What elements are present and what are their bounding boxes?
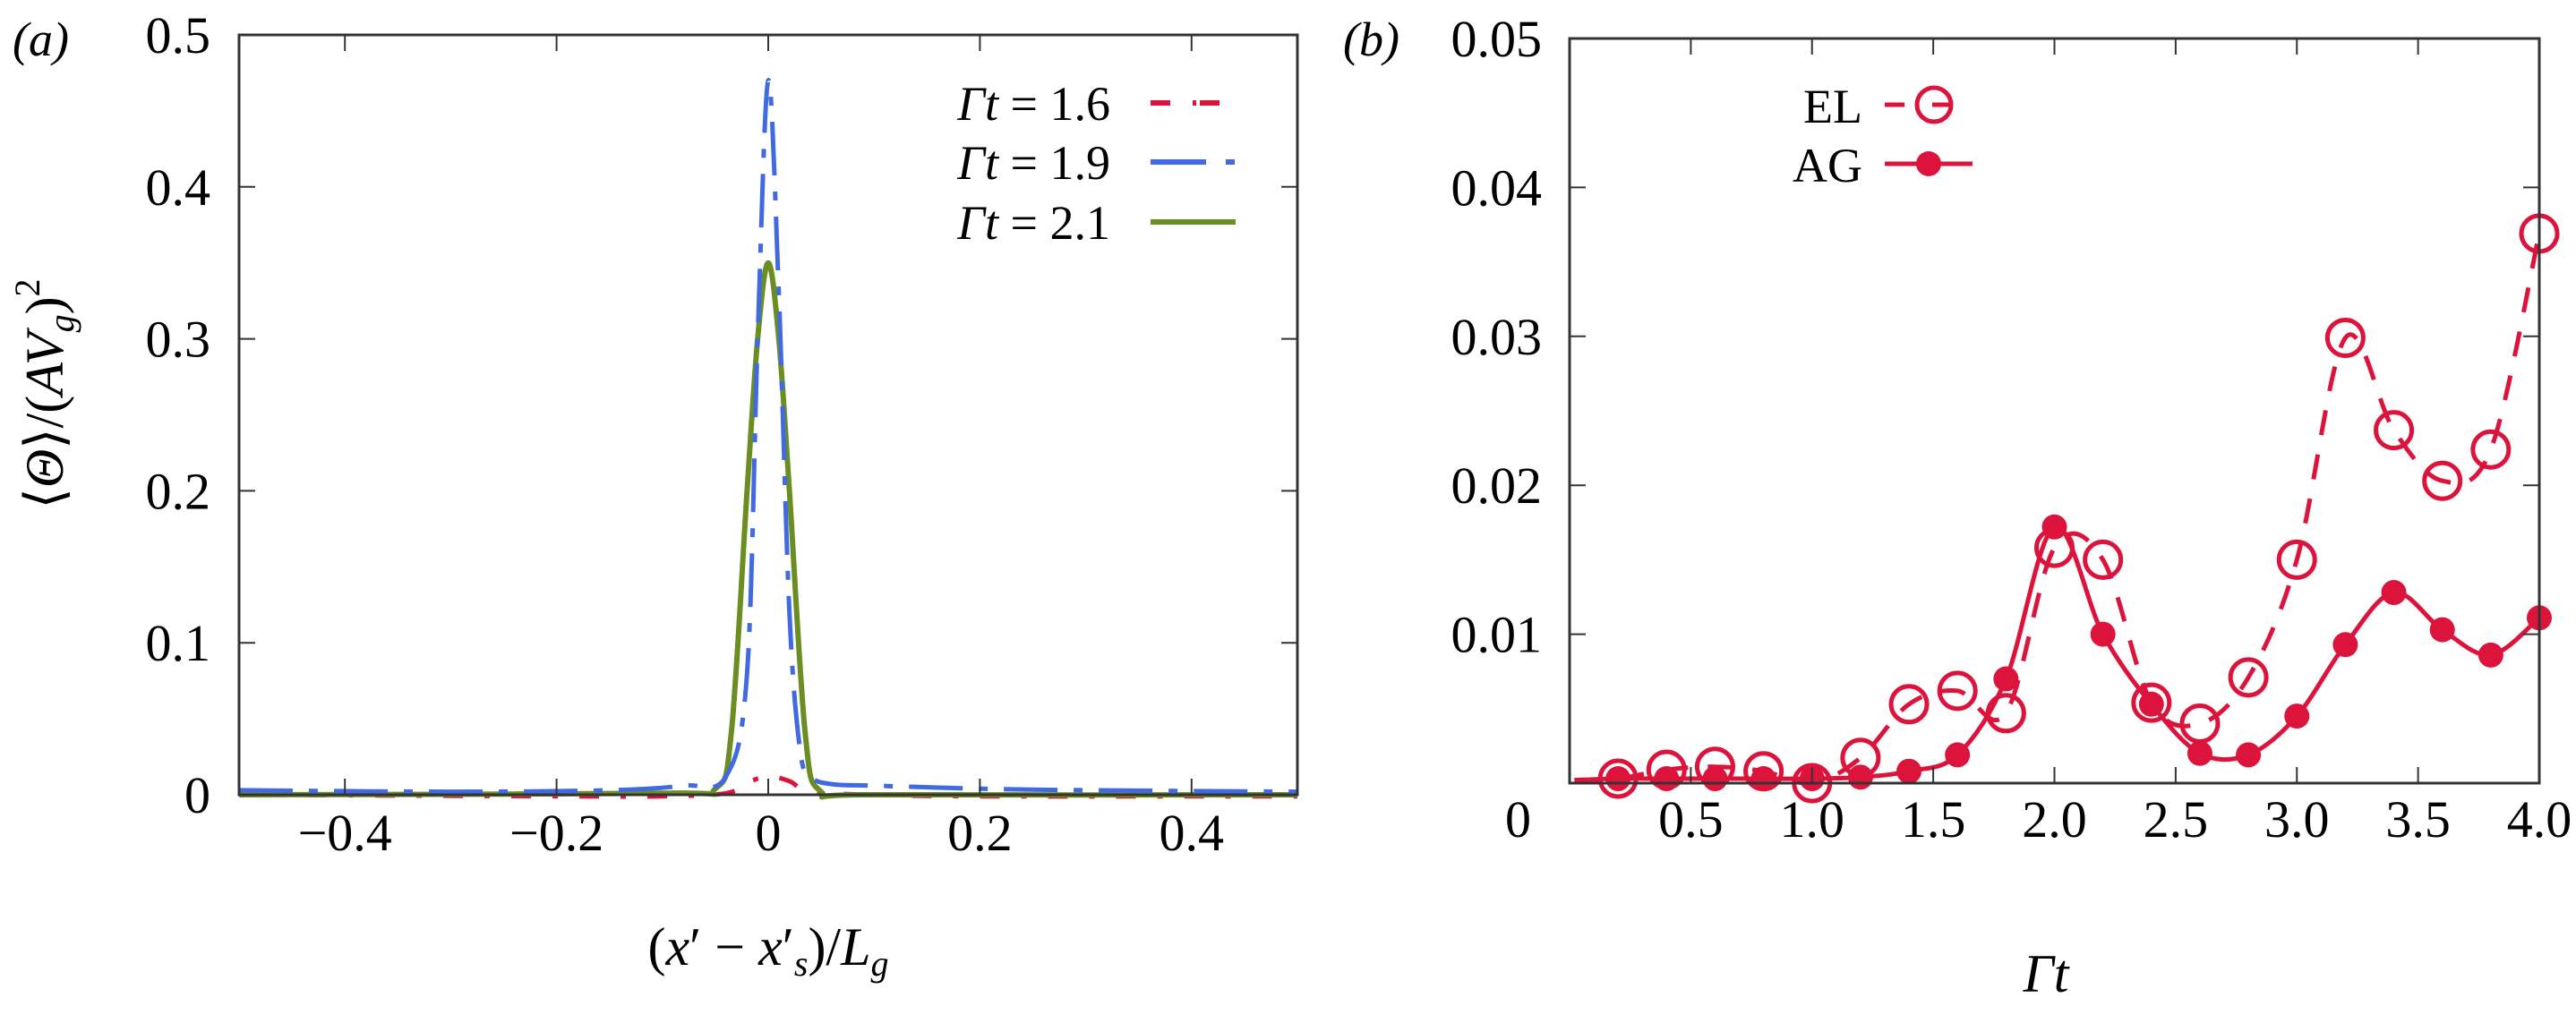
data-point-EL bbox=[2374, 410, 2415, 451]
legend-label: AG bbox=[1793, 139, 1862, 192]
legend-entry: Γt = 2.1 bbox=[956, 196, 1236, 250]
y-tick-label: 0.3 bbox=[146, 311, 211, 369]
data-point-AG bbox=[1702, 766, 1728, 792]
x-tick-label: −0.2 bbox=[509, 804, 603, 862]
x-tick-label: 2.0 bbox=[2022, 790, 2087, 848]
panel-b: (b) 0 0.01 0.02 0.03 0.04 0.05 0.5 1.0 1.5 2.0 2.… bbox=[1343, 10, 2572, 1003]
data-point-EL bbox=[1597, 758, 1639, 799]
data-point-AG bbox=[1750, 766, 1776, 792]
legend-filled-circle-icon bbox=[1916, 151, 1941, 176]
data-point-AG bbox=[2090, 621, 2116, 647]
svg-text:⟨Θ⟩/(AVg)2: ⟨Θ⟩/(AVg)2 bbox=[7, 278, 81, 508]
data-point-EL bbox=[2422, 460, 2463, 501]
data-point-AG bbox=[2429, 617, 2455, 643]
y-tick-label: 0.2 bbox=[146, 462, 211, 520]
y-tick-label: 0.02 bbox=[1451, 456, 1543, 515]
data-point-AG bbox=[2332, 632, 2358, 658]
x-tick-label: 3.0 bbox=[2264, 790, 2330, 848]
panel-b-x-tick-labels: 0.5 1.0 1.5 2.0 2.5 3.0 3.5 4.0 bbox=[1658, 790, 2572, 848]
legend-entry-AG: AG bbox=[1793, 139, 1973, 192]
data-point-EL bbox=[1743, 751, 1784, 792]
series-line-1.9 bbox=[238, 78, 1298, 795]
panel-a-ticks bbox=[239, 35, 1297, 795]
panel-a-y-tick-labels: 0 0.1 0.2 0.3 0.4 0.5 bbox=[146, 6, 211, 824]
data-point-EL bbox=[1937, 670, 1978, 712]
panel-a-y-axis-label: ⟨Θ⟩/(AVg)2 bbox=[7, 278, 81, 508]
data-point-EL bbox=[2179, 703, 2221, 744]
svg-text:Γt: Γt bbox=[2023, 944, 2070, 1003]
data-point-AG bbox=[1605, 766, 1631, 792]
x-tick-label: 0.5 bbox=[1658, 790, 1724, 848]
series-line-2.1 bbox=[238, 260, 1298, 800]
panel-b-label: (b) bbox=[1343, 13, 1399, 66]
data-point-EL bbox=[2034, 527, 2075, 568]
data-point-EL bbox=[1694, 746, 1735, 788]
x-tick-label: 1.5 bbox=[1901, 790, 1966, 848]
data-point-EL bbox=[1646, 749, 1687, 790]
data-point-AG bbox=[1945, 742, 1971, 768]
data-point-EL bbox=[2131, 682, 2172, 723]
legend-label: Γt = 1.9 bbox=[956, 136, 1110, 190]
data-point-AG bbox=[2138, 691, 2164, 717]
panel-a-curves bbox=[238, 78, 1298, 800]
y-tick-label: 0 bbox=[184, 766, 210, 824]
panel-b-curves bbox=[1574, 213, 2560, 804]
panel-a-x-tick-labels: −0.4 −0.2 0 0.2 0.4 bbox=[298, 804, 1224, 862]
data-point-EL bbox=[1985, 693, 2026, 734]
data-point-AG bbox=[2187, 740, 2212, 766]
svg-text:(x′ − x′s)/Lg: (x′ − x′s)/Lg bbox=[648, 917, 889, 984]
y-tick-label: 0.04 bbox=[1451, 158, 1543, 217]
legend-label: Γt = 2.1 bbox=[956, 196, 1110, 250]
data-point-AG bbox=[1896, 758, 1922, 784]
x-tick-label: 4.0 bbox=[2507, 790, 2572, 848]
panel-b-x-axis-label: Γt bbox=[2023, 944, 2070, 1003]
panel-b-legend: EL AG bbox=[1793, 80, 1973, 192]
x-tick-label: −0.4 bbox=[298, 804, 392, 862]
legend-entry: Γt = 1.6 bbox=[956, 77, 1236, 131]
panel-a: (a) 0 0.1 0.2 0.3 0.4 0.5 −0.4 −0.2 0 0.2 0.4 Γt … bbox=[7, 6, 1299, 984]
data-point-EL bbox=[2228, 657, 2269, 698]
panel-a-legend: Γt = 1.6Γt = 1.9 Γt = 2.1 bbox=[956, 77, 1236, 250]
y-tick-label: 0.05 bbox=[1451, 10, 1543, 68]
y-tick-label: 0.4 bbox=[146, 158, 211, 217]
x-tick-label: 0.4 bbox=[1160, 804, 1225, 862]
panel-a-label: (a) bbox=[13, 13, 69, 66]
data-point-EL bbox=[1840, 737, 1881, 779]
data-point-EL bbox=[2324, 317, 2366, 358]
x-tick-label: 0 bbox=[756, 804, 782, 862]
data-point-EL bbox=[2276, 539, 2317, 580]
legend-label: EL bbox=[1803, 80, 1862, 133]
data-point-AG bbox=[2236, 742, 2262, 768]
legend-open-circle-icon bbox=[1914, 85, 1954, 124]
panel-b-y-tick-labels: 0 0.01 0.02 0.03 0.04 0.05 bbox=[1451, 10, 1543, 848]
y-tick-label: 0.01 bbox=[1451, 606, 1543, 664]
y-tick-label: 0.5 bbox=[146, 6, 211, 64]
data-point-EL bbox=[1888, 684, 1930, 725]
data-point-EL bbox=[2470, 429, 2512, 470]
data-point-AG bbox=[2478, 642, 2503, 668]
y-tick-label: 0.03 bbox=[1451, 308, 1543, 366]
y-tick-label: 0.1 bbox=[146, 614, 211, 672]
x-tick-label: 1.0 bbox=[1780, 790, 1845, 848]
legend-entry: Γt = 1.9 bbox=[956, 136, 1236, 190]
y-tick-label: 0 bbox=[1505, 790, 1531, 848]
x-tick-label: 0.2 bbox=[947, 804, 1013, 862]
series-line-EL bbox=[1574, 233, 2542, 786]
data-point-AG bbox=[1993, 666, 2019, 692]
data-point-AG bbox=[2381, 580, 2407, 606]
data-point-EL bbox=[2083, 539, 2124, 580]
panel-a-x-axis-label: (x′ − x′s)/Lg bbox=[648, 917, 889, 984]
legend-entry-EL: EL bbox=[1803, 80, 1954, 133]
x-tick-label: 3.5 bbox=[2385, 790, 2451, 848]
legend-label: Γt = 1.6 bbox=[956, 77, 1110, 131]
x-tick-label: 2.5 bbox=[2144, 790, 2209, 848]
panel-a-frame bbox=[237, 33, 1299, 797]
data-point-AG bbox=[2284, 703, 2310, 729]
data-point-AG bbox=[2041, 514, 2067, 540]
panel-b-ticks bbox=[1570, 38, 2539, 783]
